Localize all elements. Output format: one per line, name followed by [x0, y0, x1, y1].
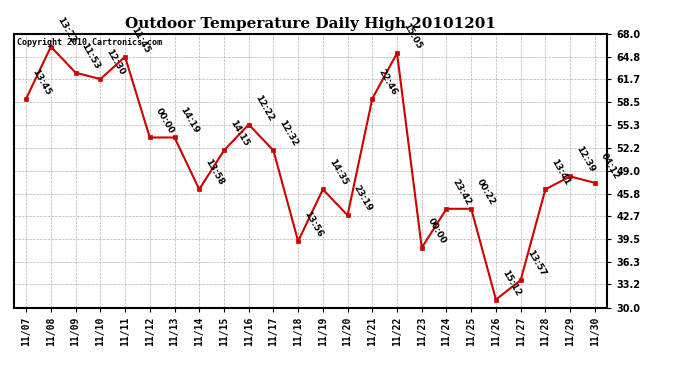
- Text: 13:56: 13:56: [302, 210, 324, 239]
- Text: 12:30: 12:30: [104, 48, 126, 77]
- Text: 22:46: 22:46: [377, 67, 399, 96]
- Text: 00:00: 00:00: [154, 106, 176, 135]
- Title: Outdoor Temperature Daily High 20101201: Outdoor Temperature Daily High 20101201: [125, 17, 496, 31]
- Text: 12:32: 12:32: [277, 119, 299, 148]
- Text: 14:19: 14:19: [179, 106, 201, 135]
- Text: 15:12: 15:12: [500, 268, 522, 297]
- Text: 13:45: 13:45: [30, 67, 52, 96]
- Text: 11:45: 11:45: [129, 25, 151, 55]
- Text: 04:12: 04:12: [599, 152, 621, 181]
- Text: 13:58: 13:58: [204, 158, 226, 187]
- Text: Copyright 2010 Cartronics.com: Copyright 2010 Cartronics.com: [17, 38, 161, 47]
- Text: 11:53: 11:53: [80, 41, 102, 70]
- Text: 13:41: 13:41: [549, 158, 572, 187]
- Text: 00:22: 00:22: [475, 178, 497, 207]
- Text: 12:22: 12:22: [253, 93, 275, 122]
- Text: 14:15: 14:15: [228, 119, 250, 148]
- Text: 14:35: 14:35: [327, 158, 349, 187]
- Text: 00:00: 00:00: [426, 217, 448, 246]
- Text: 12:39: 12:39: [574, 145, 596, 174]
- Text: 13:22: 13:22: [55, 15, 77, 45]
- Text: 23:19: 23:19: [352, 184, 374, 213]
- Text: 23:42: 23:42: [451, 177, 473, 207]
- Text: 15:05: 15:05: [401, 22, 423, 51]
- Text: 13:57: 13:57: [525, 249, 547, 278]
